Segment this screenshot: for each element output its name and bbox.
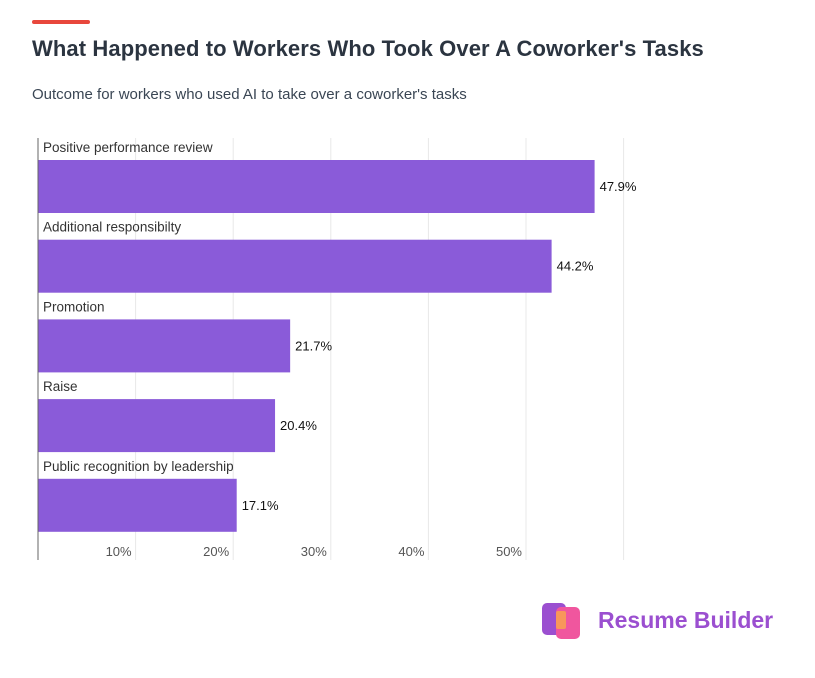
x-tick-label: 40% bbox=[398, 544, 424, 559]
category-label: Additional responsibilty bbox=[43, 220, 181, 235]
data-label: 44.2% bbox=[557, 259, 594, 274]
data-label: 20.4% bbox=[280, 418, 317, 433]
category-label: Public recognition by leadership bbox=[43, 459, 234, 474]
bar bbox=[38, 319, 291, 373]
data-label: 17.1% bbox=[242, 498, 279, 513]
chart-title: What Happened to Workers Who Took Over A… bbox=[32, 36, 704, 61]
bar bbox=[38, 478, 237, 532]
data-label: 47.9% bbox=[600, 179, 637, 194]
x-tick-label: 10% bbox=[106, 544, 132, 559]
bar bbox=[38, 160, 595, 213]
resume-builder-logo-icon bbox=[542, 603, 580, 639]
category-label: Raise bbox=[43, 379, 78, 394]
accent-bar bbox=[32, 20, 90, 24]
data-label: 21.7% bbox=[295, 338, 332, 353]
chart-subtitle: Outcome for workers who used AI to take … bbox=[32, 86, 467, 103]
brand-name: Resume Builder bbox=[598, 606, 774, 633]
x-tick-label: 30% bbox=[301, 544, 327, 559]
bar bbox=[38, 239, 552, 293]
x-tick-label: 50% bbox=[496, 544, 522, 559]
resume-builder-logo: Resume Builder bbox=[540, 597, 773, 643]
category-label: Promotion bbox=[43, 299, 105, 314]
category-label: Positive performance review bbox=[43, 140, 213, 155]
x-tick-label: 20% bbox=[203, 544, 229, 559]
bar bbox=[38, 399, 276, 453]
